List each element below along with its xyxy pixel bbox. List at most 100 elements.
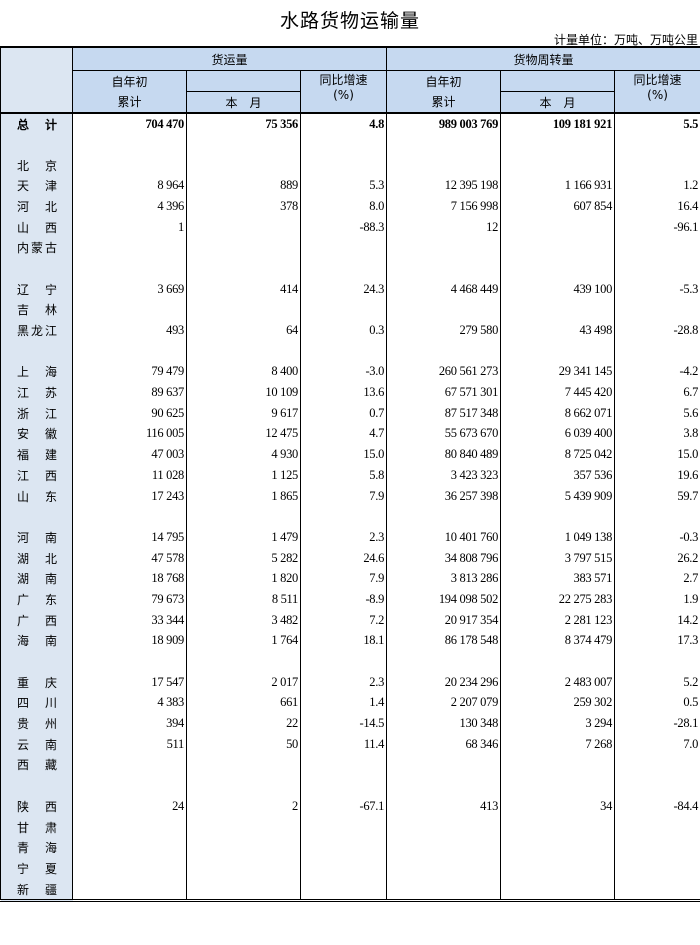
region-name: 河北 bbox=[17, 199, 57, 214]
header-ytd-bottom: 累计 bbox=[72, 91, 187, 114]
value-cell: 413 bbox=[386, 796, 502, 817]
table-row: 福建 47 003 4 930 15.0 80 840 489 8 725 042 15.0 bbox=[0, 444, 700, 465]
value-cell: 12 bbox=[386, 216, 502, 238]
region-cell: 天津 bbox=[0, 175, 73, 197]
value-cell: 34 bbox=[500, 796, 616, 817]
value-cell bbox=[500, 775, 616, 796]
value-cell bbox=[386, 837, 502, 859]
value-cell: 1 bbox=[72, 216, 187, 238]
value-cell bbox=[186, 154, 301, 176]
region-cell: 山东 bbox=[0, 485, 73, 507]
value-cell: 18.1 bbox=[299, 630, 388, 652]
region-name: 江西 bbox=[17, 468, 57, 483]
value-cell: 6.7 bbox=[614, 382, 700, 403]
value-cell bbox=[386, 154, 502, 176]
header-month: 本 月 bbox=[186, 91, 301, 114]
region-cell: 山西 bbox=[0, 216, 73, 238]
value-cell bbox=[500, 340, 616, 362]
value-cell bbox=[299, 651, 388, 672]
value-cell: 43 498 bbox=[500, 320, 616, 341]
table-row: 河北 4 396 378 8.0 7 156 998 607 854 16.4 bbox=[0, 196, 700, 217]
value-cell bbox=[299, 340, 388, 362]
value-cell bbox=[386, 340, 502, 362]
value-cell bbox=[500, 754, 616, 776]
table-row: 海南 18 909 1 764 18.1 86 178 548 8 374 479 17.3 bbox=[0, 630, 700, 652]
value-cell bbox=[186, 258, 301, 279]
value-cell bbox=[386, 816, 502, 838]
value-cell bbox=[72, 878, 187, 903]
value-cell bbox=[500, 858, 616, 879]
value-cell bbox=[72, 837, 187, 859]
value-cell: 36 257 398 bbox=[386, 485, 502, 507]
value-cell bbox=[299, 775, 388, 796]
value-cell: 2 bbox=[186, 796, 301, 817]
value-cell: 7.0 bbox=[614, 733, 700, 755]
value-cell: 3 482 bbox=[186, 609, 301, 631]
table-row: 湖南 18 768 1 820 7.9 3 813 286 383 571 2.7 bbox=[0, 568, 700, 590]
value-cell bbox=[299, 299, 388, 321]
header-yoy: 同比增速 (%) bbox=[299, 70, 388, 114]
value-cell: 5.6 bbox=[614, 402, 700, 424]
value-cell bbox=[386, 878, 502, 903]
header-turnover: 货物周转量 bbox=[386, 46, 700, 71]
value-cell: 259 302 bbox=[500, 692, 616, 714]
value-cell: 394 bbox=[72, 713, 187, 734]
value-cell: 1.9 bbox=[614, 589, 700, 610]
value-cell bbox=[386, 858, 502, 879]
region-name: 福建 bbox=[17, 448, 57, 463]
value-cell: 8 964 bbox=[72, 175, 187, 197]
value-cell: 22 275 283 bbox=[500, 589, 616, 610]
value-cell bbox=[614, 506, 700, 528]
value-cell: 10 109 bbox=[186, 382, 301, 403]
value-cell: 8 400 bbox=[186, 361, 301, 383]
value-cell bbox=[614, 258, 700, 279]
value-cell: 889 bbox=[186, 175, 301, 197]
value-cell: 79 673 bbox=[72, 589, 187, 610]
value-cell bbox=[299, 754, 388, 776]
value-cell: 661 bbox=[186, 692, 301, 714]
value-cell: -28.1 bbox=[614, 713, 700, 734]
region-name: 山东 bbox=[17, 489, 57, 504]
value-cell bbox=[186, 134, 301, 155]
region-name: 辽宁 bbox=[17, 282, 57, 297]
header-blank bbox=[186, 70, 301, 92]
value-cell: 14 795 bbox=[72, 527, 187, 548]
value-cell bbox=[386, 506, 502, 528]
header-yoy-label: 同比增速 bbox=[633, 73, 682, 87]
header-pct-label: (%) bbox=[333, 88, 354, 102]
value-cell: 22 bbox=[186, 713, 301, 734]
table-row: 云南 511 50 11.4 68 346 7 268 7.0 bbox=[0, 733, 700, 755]
region-cell: 青海 bbox=[0, 837, 73, 859]
value-cell bbox=[186, 299, 301, 321]
value-cell: 357 536 bbox=[500, 465, 616, 486]
region-name: 广东 bbox=[17, 592, 57, 607]
value-cell: 2 207 079 bbox=[386, 692, 502, 714]
value-cell: 4 930 bbox=[186, 444, 301, 465]
value-cell: 4 468 449 bbox=[386, 278, 502, 300]
region-cell: 宁夏 bbox=[0, 858, 73, 879]
region-name: 北京 bbox=[17, 158, 57, 173]
region-name: 宁夏 bbox=[17, 861, 57, 876]
value-cell: 17.3 bbox=[614, 630, 700, 652]
value-cell: 194 098 502 bbox=[386, 589, 502, 610]
table-row: 贵州 394 22 -14.5 130 348 3 294 -28.1 bbox=[0, 713, 700, 734]
header-blank bbox=[500, 70, 616, 92]
value-cell bbox=[500, 816, 616, 838]
region-cell: 福建 bbox=[0, 444, 73, 465]
value-cell: 7.9 bbox=[299, 568, 388, 590]
value-cell: -4.2 bbox=[614, 361, 700, 383]
table-row: 新疆 bbox=[0, 878, 700, 903]
value-cell: 19.6 bbox=[614, 465, 700, 486]
value-cell bbox=[386, 754, 502, 776]
value-cell: 50 bbox=[186, 733, 301, 755]
value-cell: 1 820 bbox=[186, 568, 301, 590]
value-cell: -84.4 bbox=[614, 796, 700, 817]
value-cell: 3 813 286 bbox=[386, 568, 502, 590]
region-cell: 安徽 bbox=[0, 423, 73, 445]
value-cell: 260 561 273 bbox=[386, 361, 502, 383]
value-cell: 86 178 548 bbox=[386, 630, 502, 652]
table-row bbox=[0, 651, 700, 672]
value-cell: 511 bbox=[72, 733, 187, 755]
value-cell bbox=[614, 154, 700, 176]
table-row: 浙江 90 625 9 617 0.7 87 517 348 8 662 071 5.6 bbox=[0, 402, 700, 424]
